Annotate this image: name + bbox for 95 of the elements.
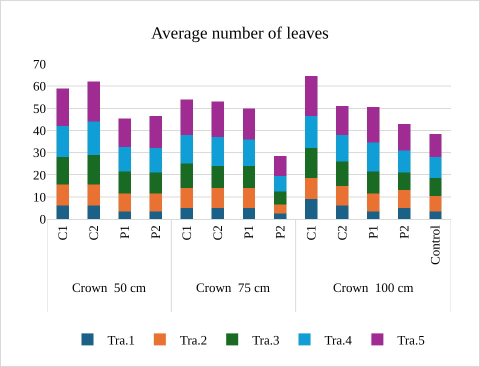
bar (87, 154, 100, 185)
bar (180, 208, 194, 219)
bar (180, 134, 194, 164)
y-tick-label: 40 (33, 122, 46, 138)
bar (242, 108, 256, 140)
bar (304, 178, 318, 200)
bar (242, 208, 256, 219)
x-tick-label: P2 (148, 225, 163, 239)
bar (367, 194, 380, 212)
bar (429, 157, 442, 178)
x-tick-label: C1 (303, 225, 318, 240)
bar (367, 211, 380, 219)
y-tick-label: 10 (33, 189, 46, 204)
bar (56, 184, 69, 206)
bar (212, 102, 224, 138)
bar (56, 157, 69, 185)
text: Crown 50 cm (72, 280, 146, 295)
bar (242, 166, 256, 188)
bar (87, 82, 100, 122)
legend-label: Tra.3 (252, 332, 280, 348)
y-tick-label: 0 (40, 212, 46, 227)
bar (118, 171, 131, 194)
bar (274, 156, 286, 176)
x-tick-label: P1 (241, 225, 256, 239)
x-tick-label: C1 (179, 225, 194, 240)
y-tick-label: 20 (33, 167, 46, 182)
bar (336, 206, 348, 219)
bar (274, 191, 286, 205)
bar (274, 204, 286, 214)
bar (304, 116, 318, 148)
bar (304, 199, 318, 219)
bar (429, 134, 442, 157)
legend-label: Tra.2 (180, 332, 208, 348)
bar (367, 171, 380, 194)
x-tick-label: C2 (334, 225, 350, 240)
bar (429, 178, 442, 196)
bar (118, 147, 131, 172)
bar (336, 134, 348, 162)
text: Crown 75 cm (196, 280, 270, 295)
bar (274, 176, 286, 192)
bar (242, 188, 256, 208)
bar (398, 172, 411, 190)
x-tick-label: Control (428, 224, 443, 265)
text: Crown 100 cm (333, 280, 414, 295)
x-tick-label: P2 (272, 225, 288, 239)
legend-label: Tra.5 (397, 332, 425, 348)
bar (150, 211, 162, 219)
bar (56, 206, 69, 219)
bar (336, 106, 348, 135)
bar (118, 211, 131, 219)
bar (242, 139, 256, 166)
bar (274, 213, 286, 219)
bar (180, 164, 194, 188)
bar (118, 118, 131, 148)
x-tick-label: P1 (116, 225, 132, 239)
bar (429, 196, 442, 212)
bar (429, 211, 442, 219)
bar (87, 184, 100, 206)
bar (398, 150, 411, 172)
bar (150, 172, 162, 194)
y-tick-label: 50 (33, 100, 46, 116)
x-tick-label: C2 (210, 225, 226, 240)
bar (150, 194, 162, 212)
bar (212, 188, 224, 208)
bar (336, 161, 348, 186)
x-tick-label: P2 (396, 225, 412, 239)
bar (367, 107, 380, 143)
bar (150, 116, 162, 148)
y-tick-label: 60 (33, 78, 46, 94)
bar (212, 166, 224, 188)
bar (212, 208, 224, 219)
bar (336, 186, 348, 206)
bar (398, 124, 411, 150)
bar (118, 194, 131, 212)
bar (87, 122, 100, 155)
bar (56, 126, 69, 157)
chart-title: Average number of leaves (151, 23, 329, 42)
bar (304, 76, 318, 116)
legend-label: Tra.1 (108, 332, 135, 348)
x-tick-label: C1 (54, 225, 70, 240)
x-tick-label: C2 (86, 225, 101, 240)
legend-label: Tra.4 (324, 332, 352, 348)
bar (212, 137, 224, 166)
y-tick-label: 30 (33, 145, 46, 160)
bar (150, 148, 162, 172)
bar (87, 206, 100, 219)
bar (180, 99, 194, 135)
bar (304, 148, 318, 178)
bar (398, 190, 411, 208)
bar (56, 88, 69, 126)
bar (367, 142, 380, 172)
bar (180, 188, 194, 208)
x-tick-label: P1 (366, 225, 381, 239)
bar (398, 208, 411, 219)
y-tick-label: 70 (33, 56, 46, 72)
